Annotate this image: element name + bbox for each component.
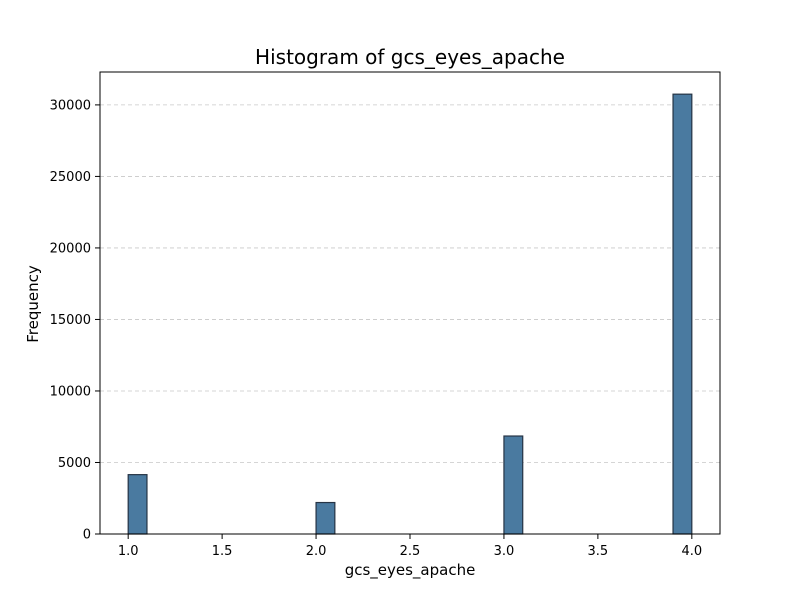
x-axis-ticks: 1.0 1.5 2.0 2.5 3.0 3.5 4.0 xyxy=(118,534,702,559)
histogram-bar-2 xyxy=(503,435,524,535)
y-tick-label-5: 25000 xyxy=(50,170,91,185)
y-axis-ticks: 0 5000 10000 15000 20000 25000 30000 xyxy=(50,98,100,543)
histogram-bar-3 xyxy=(672,93,693,535)
chart-title: Histogram of gcs_eyes_apache xyxy=(255,45,565,69)
x-tick-label-0: 1.0 xyxy=(118,544,139,559)
y-tick-label-3: 15000 xyxy=(50,313,91,328)
grid-lines xyxy=(100,104,720,463)
y-tick-label-2: 10000 xyxy=(50,384,91,399)
x-tick-label-2: 2.0 xyxy=(306,544,327,559)
x-tick-label-5: 3.5 xyxy=(588,544,609,559)
x-tick-label-1: 1.5 xyxy=(212,544,233,559)
x-tick-label-6: 4.0 xyxy=(681,544,702,559)
x-axis-title: gcs_eyes_apache xyxy=(345,561,476,580)
x-tick-label-3: 2.5 xyxy=(400,544,421,559)
histogram-bar-1 xyxy=(315,501,336,535)
y-tick-label-6: 30000 xyxy=(50,98,91,113)
y-axis-title: Frequency xyxy=(24,265,42,343)
y-tick-label-0: 0 xyxy=(83,528,91,543)
histogram-bars xyxy=(127,93,693,535)
x-tick-label-4: 3.0 xyxy=(494,544,515,559)
y-tick-label-1: 5000 xyxy=(58,456,91,471)
y-tick-label-4: 20000 xyxy=(50,241,91,256)
histogram-bar-0 xyxy=(127,474,148,535)
plot-area-frame xyxy=(99,71,721,535)
